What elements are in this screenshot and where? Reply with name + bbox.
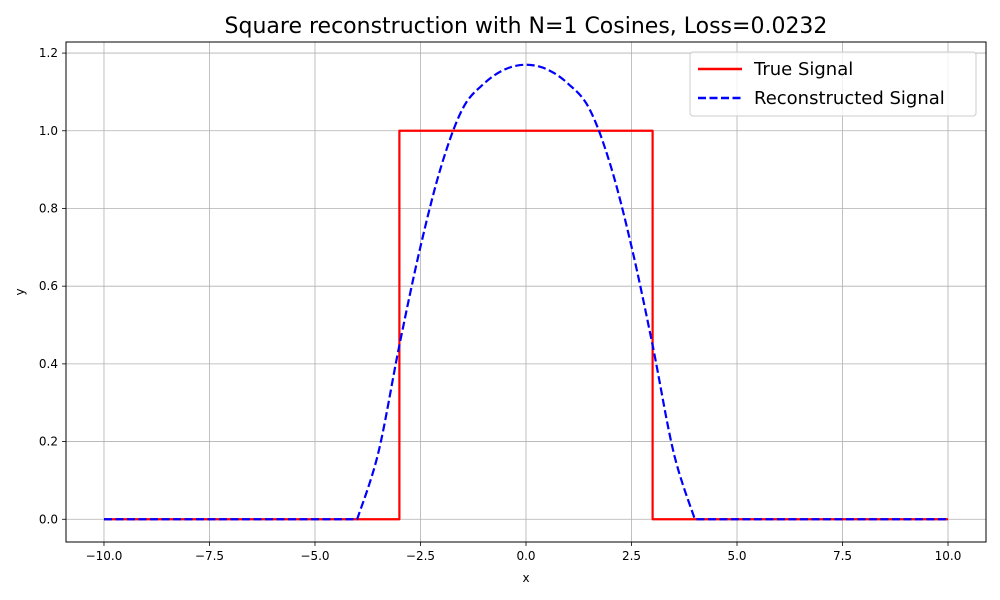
y-tick-label: 1.0	[39, 124, 58, 138]
legend-label-true-signal: True Signal	[753, 59, 853, 80]
x-tick-label: 2.5	[622, 549, 641, 563]
y-tick-label: 0.0	[39, 512, 58, 526]
y-axis-label: y	[13, 288, 27, 295]
series-layer	[103, 63, 949, 521]
chart-title: Square reconstruction with N=1 Cosines, …	[225, 14, 828, 39]
y-tick-label: 0.6	[39, 279, 58, 293]
y-tick-label: 0.8	[39, 201, 58, 215]
y-tick-label: 0.4	[39, 357, 58, 371]
x-tick-label: −7.5	[195, 549, 224, 563]
x-tick-label: −10.0	[86, 549, 123, 563]
legend-box	[689, 51, 977, 117]
x-tick-label: 10.0	[935, 549, 962, 563]
legend: True Signal Reconstructed Signal	[689, 51, 977, 117]
x-tick-label: 7.5	[833, 549, 852, 563]
x-tick-label: −2.5	[406, 549, 435, 563]
x-tick-label: 0.0	[516, 549, 535, 563]
x-tick-label: 5.0	[727, 549, 746, 563]
legend-label-reconstructed-signal: Reconstructed Signal	[754, 88, 945, 109]
y-tick-label: 1.2	[39, 46, 58, 60]
ticks: −10.0 −7.5 −5.0 −2.5 0.0 2.5 5.0 7.5 10.0 0.0 0.2 0…	[39, 46, 961, 563]
y-tick-label: 0.2	[39, 435, 58, 449]
x-tick-label: −5.0	[300, 549, 329, 563]
x-axis-label: x	[522, 571, 529, 585]
